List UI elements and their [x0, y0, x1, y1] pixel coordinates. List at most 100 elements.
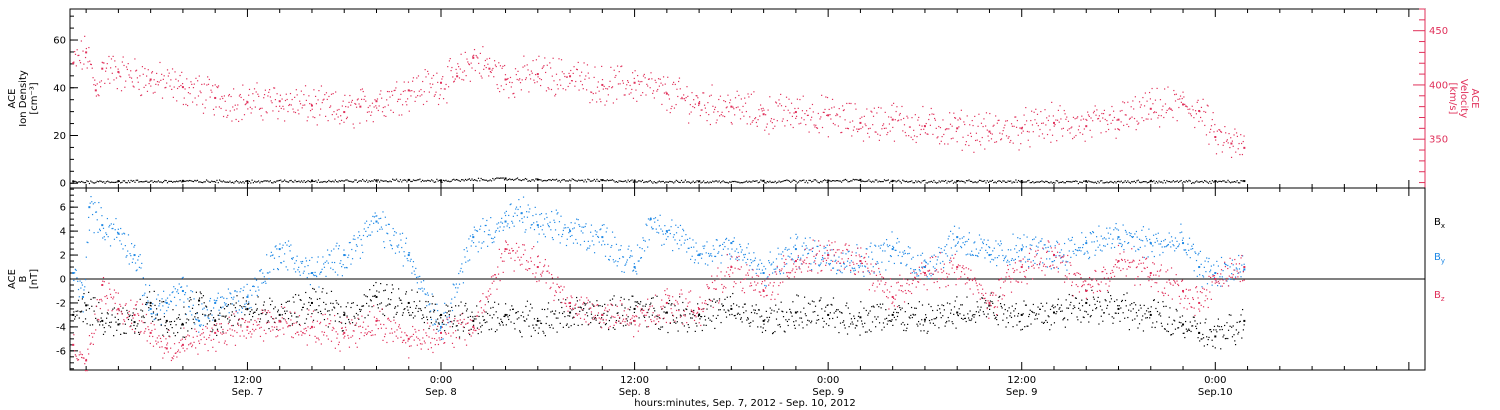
by-sample: [481, 242, 483, 244]
velocity-sample: [89, 60, 91, 62]
density-sample: [532, 179, 534, 181]
by-sample: [1213, 264, 1215, 266]
velocity-sample: [271, 102, 273, 104]
by-sample: [1238, 268, 1241, 270]
by-sample: [1018, 250, 1020, 252]
velocity-sample: [212, 85, 214, 87]
velocity-sample: [387, 104, 389, 106]
bx-sample: [88, 307, 91, 310]
velocity-sample: [588, 77, 590, 79]
density-sample: [135, 179, 137, 181]
bx-sample: [288, 300, 290, 302]
velocity-sample: [718, 98, 720, 101]
by-sample: [1067, 261, 1069, 263]
by-sample: [251, 294, 253, 296]
by-sample: [1010, 249, 1012, 251]
velocity-sample: [187, 92, 190, 94]
by-sample: [320, 271, 322, 273]
density-sample: [1202, 181, 1204, 184]
bx-sample: [388, 303, 390, 305]
velocity-sample: [77, 54, 79, 57]
velocity-sample: [684, 99, 686, 102]
velocity-sample: [1082, 118, 1085, 120]
velocity-sample: [1052, 115, 1054, 117]
density-sample: [1125, 181, 1128, 184]
density-sample: [779, 181, 781, 183]
by-sample: [1184, 249, 1187, 251]
density-sample: [545, 180, 547, 182]
by-sample: [458, 283, 461, 285]
y-tick-label: 20: [53, 131, 66, 142]
by-sample: [1083, 253, 1085, 255]
density-sample: [369, 180, 372, 183]
velocity-sample: [166, 69, 169, 71]
velocity-sample: [120, 90, 123, 92]
by-sample: [538, 233, 540, 235]
bx-point: [536, 319, 539, 322]
velocity-sample: [704, 107, 706, 109]
density-sample: [1072, 180, 1074, 182]
velocity-sample: [771, 122, 773, 124]
velocity-sample: [287, 110, 289, 113]
velocity-sample: [763, 109, 765, 111]
velocity-sample: [169, 85, 171, 87]
density-sample: [820, 180, 822, 183]
bx-sample: [307, 313, 309, 315]
by-sample: [1211, 284, 1213, 286]
by-sample: [130, 255, 132, 257]
by-sample: [826, 244, 828, 246]
velocity-sample: [833, 106, 835, 108]
by-sample: [633, 269, 635, 271]
density-sample: [1193, 182, 1195, 184]
by-point: [407, 254, 410, 257]
bx-sample: [251, 309, 253, 311]
density-sample: [1071, 181, 1073, 183]
velocity-sample: [885, 127, 887, 129]
bx-sample: [409, 306, 411, 308]
velocity-sample: [339, 123, 341, 125]
velocity-sample: [672, 83, 674, 85]
by-sample: [446, 316, 448, 318]
by-sample: [843, 263, 846, 265]
by-sample: [735, 258, 737, 260]
by-sample: [103, 236, 105, 238]
by-sample: [715, 239, 717, 241]
by-point: [343, 254, 346, 257]
density-sample: [1046, 180, 1048, 183]
by-sample: [465, 247, 468, 249]
velocity-sample: [308, 95, 310, 97]
density-sample: [281, 181, 283, 183]
by-sample: [404, 255, 406, 257]
velocity-sample: [994, 141, 996, 143]
bx-sample: [540, 322, 542, 324]
by-sample: [1123, 249, 1125, 251]
by-sample: [387, 223, 390, 225]
velocity-sample: [396, 100, 399, 103]
velocity-sample: [218, 106, 220, 108]
bx-sample: [136, 325, 138, 327]
density-sample: [317, 179, 320, 181]
velocity-sample: [1043, 137, 1045, 139]
bx-sample: [227, 318, 229, 320]
velocity-sample: [857, 128, 860, 130]
by-sample: [663, 243, 665, 245]
density-sample: [812, 180, 814, 182]
by-sample: [347, 256, 349, 259]
by-sample: [949, 259, 951, 261]
velocity-sample: [192, 101, 194, 103]
bx-sample: [366, 296, 368, 298]
by-sample: [787, 255, 789, 257]
velocity-sample: [671, 105, 673, 108]
by-sample: [450, 302, 452, 304]
velocity-sample: [426, 100, 428, 103]
density-sample: [693, 181, 696, 184]
velocity-sample: [363, 98, 365, 101]
density-sample: [942, 180, 944, 182]
by-sample: [668, 229, 670, 231]
density-sample: [252, 182, 254, 184]
by-sample: [405, 237, 408, 239]
bx-sample: [133, 324, 135, 327]
by-sample: [1013, 259, 1015, 261]
velocity-sample: [670, 107, 672, 110]
by-sample: [921, 252, 924, 254]
